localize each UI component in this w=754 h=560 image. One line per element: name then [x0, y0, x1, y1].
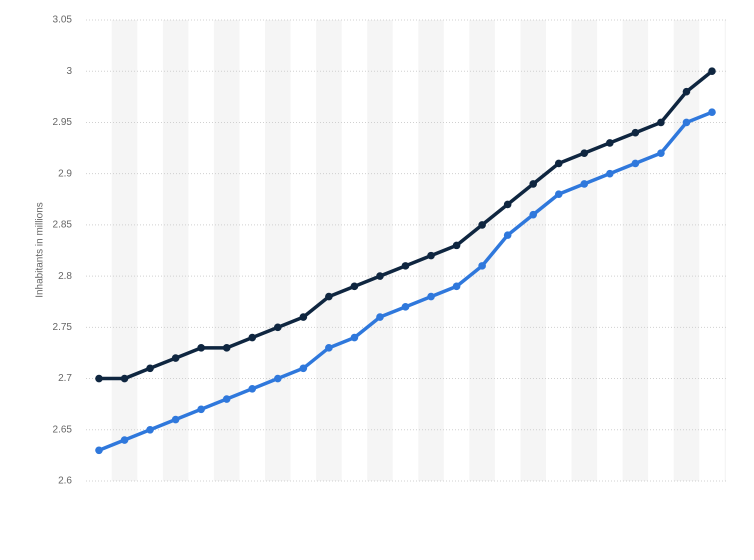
column-stripe [673, 20, 700, 481]
data-point [708, 67, 716, 76]
data-point [376, 272, 384, 280]
data-point [554, 190, 563, 198]
y-tick-label: 2.75 [53, 322, 73, 333]
data-point [657, 118, 665, 127]
y-tick-label: 2.8 [58, 271, 72, 282]
data-point [299, 313, 308, 321]
data-point [631, 159, 640, 168]
data-point [554, 159, 563, 168]
data-point [606, 139, 614, 147]
data-point [401, 303, 410, 311]
y-tick-label: 3 [66, 66, 72, 77]
data-point [197, 344, 205, 352]
data-point [682, 118, 691, 127]
data-point [529, 180, 538, 188]
data-point [299, 364, 308, 373]
data-point [273, 374, 282, 383]
column-stripe [367, 20, 393, 481]
column-stripe [724, 20, 726, 481]
column-stripe [213, 20, 240, 481]
column-stripe [571, 20, 598, 481]
data-point [427, 292, 435, 301]
data-point [95, 446, 103, 455]
data-point [197, 405, 205, 414]
data-point [146, 364, 154, 373]
data-point [708, 108, 716, 116]
y-tick-label: 2.9 [58, 168, 72, 179]
data-point [503, 231, 512, 239]
data-point [401, 262, 410, 270]
data-point [580, 180, 589, 188]
column-stripe [520, 20, 546, 481]
column-stripe [622, 20, 649, 481]
data-point [222, 344, 231, 352]
column-stripe [265, 20, 291, 481]
column-stripe [111, 20, 138, 481]
data-point [120, 436, 129, 444]
data-point [248, 333, 257, 342]
series-line [98, 110, 713, 452]
data-point [350, 282, 359, 291]
column-stripe [162, 20, 189, 481]
y-axis-label: Inhabitants in millions [35, 202, 46, 298]
data-point [248, 385, 257, 393]
column-stripe [469, 20, 495, 481]
data-point [452, 282, 461, 291]
data-point [171, 415, 180, 424]
data-point [376, 313, 384, 321]
data-point [325, 344, 333, 352]
data-point [350, 333, 359, 342]
y-tick-label: 2.6 [58, 476, 72, 487]
data-point [95, 374, 103, 383]
data-point [427, 251, 435, 260]
data-point [682, 87, 691, 96]
data-point [631, 128, 640, 137]
y-tick-label: 2.7 [58, 373, 72, 384]
data-point [580, 149, 589, 157]
data-point [529, 210, 538, 219]
y-tick-label: 2.65 [53, 424, 73, 435]
y-tick-label: 3.05 [53, 15, 73, 26]
data-point [478, 262, 486, 270]
data-point [478, 221, 486, 229]
column-stripe [316, 20, 342, 481]
y-tick-label: 2.95 [53, 117, 73, 128]
data-point [606, 169, 614, 178]
data-point [273, 323, 282, 332]
data-point [503, 200, 512, 209]
data-point [146, 425, 154, 434]
y-tick-label: 2.85 [53, 220, 73, 231]
data-point [120, 374, 129, 383]
data-point [222, 395, 231, 403]
data-point [325, 292, 333, 301]
data-point [452, 241, 461, 250]
data-point [171, 354, 180, 362]
data-point [657, 149, 665, 157]
